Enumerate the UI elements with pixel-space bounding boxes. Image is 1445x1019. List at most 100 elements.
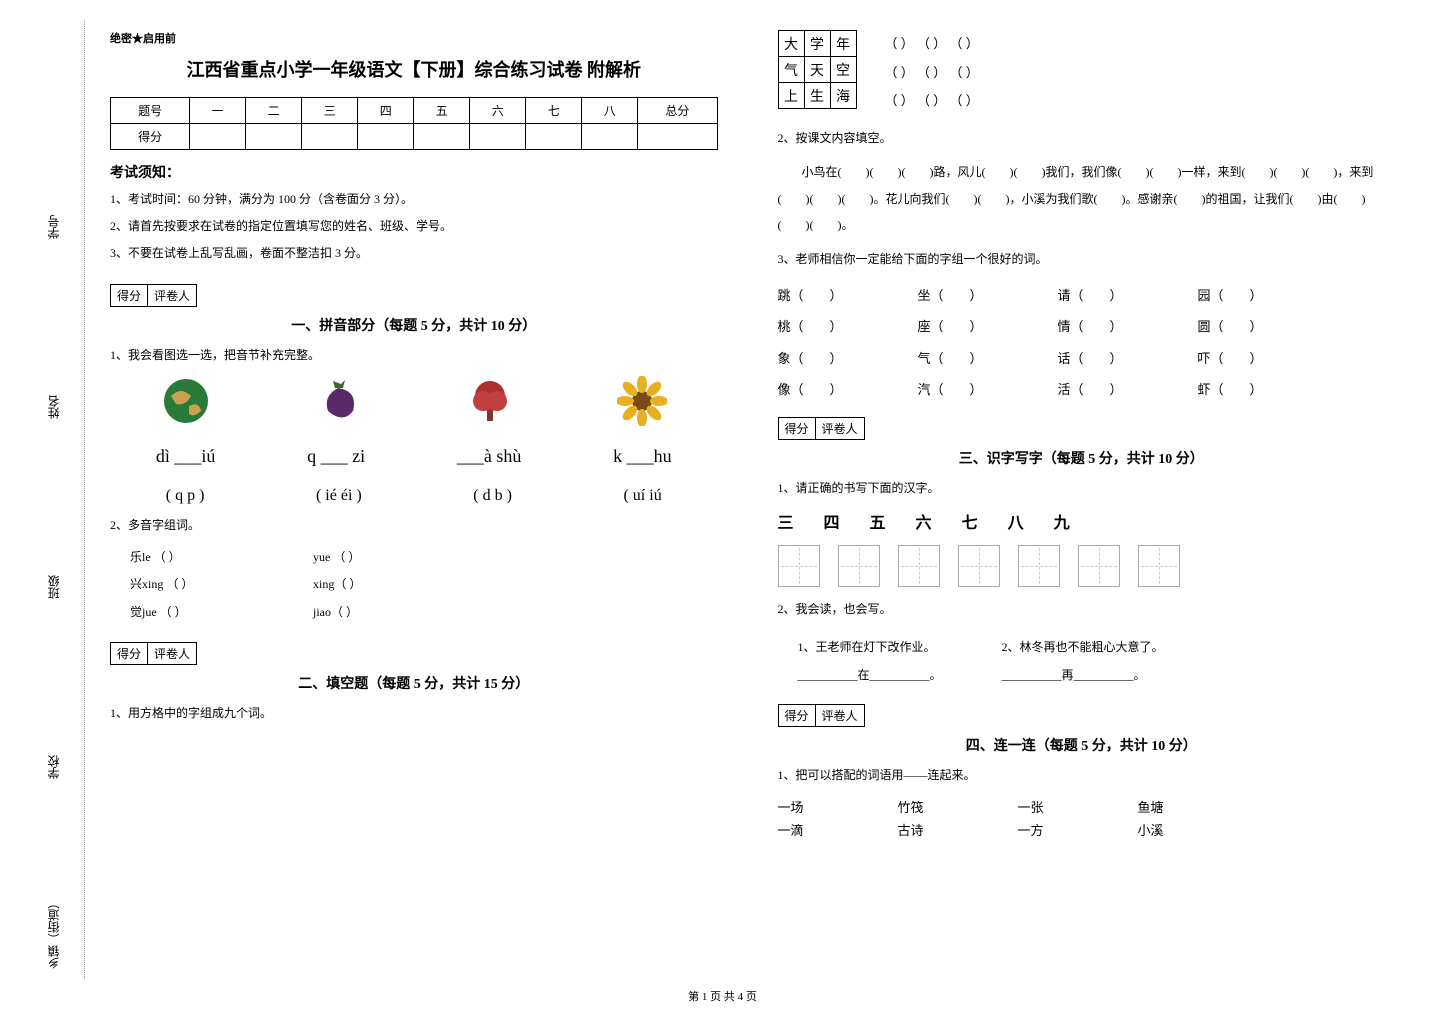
- binding-label-1: 乡镇（街道）: [45, 897, 62, 969]
- score-cell[interactable]: [470, 124, 526, 150]
- th-9: 总分: [638, 98, 717, 124]
- grid-cell: 年: [830, 31, 856, 57]
- binding-margin: 乡镇（街道） 学校 班级 姓名 学号: [45, 20, 85, 979]
- grade-box-1: 得分评卷人: [110, 284, 197, 307]
- pair-cell: 象（ ）: [778, 343, 918, 374]
- notice-item-3: 3、不要在试卷上乱写乱画，卷面不整洁扣 3 分。: [110, 244, 718, 263]
- grade-box-2: 得分评卷人: [110, 642, 197, 665]
- match-cell: 古诗: [898, 820, 958, 839]
- binding-label-5: 学号: [45, 215, 62, 239]
- match-row-2: 一滴 古诗 一方 小溪: [778, 820, 1386, 839]
- score-cell[interactable]: [414, 124, 470, 150]
- score-cell[interactable]: [246, 124, 302, 150]
- exam-title: 江西省重点小学一年级语文【下册】综合练习试卷 附解析: [110, 56, 718, 82]
- th-6: 六: [470, 98, 526, 124]
- multi-2b: xing（ ）: [313, 577, 361, 591]
- match-cell: 一场: [778, 797, 838, 816]
- score-header-row: 题号 一 二 三 四 五 六 七 八 总分: [111, 98, 718, 124]
- write-box[interactable]: [838, 545, 880, 587]
- grid-cell: 大: [778, 31, 804, 57]
- multi-3b: jiao（ ）: [313, 605, 358, 619]
- th-2: 二: [246, 98, 302, 124]
- grade-reviewer-3: 评卷人: [816, 418, 864, 439]
- pair-cell: 活（ ）: [1058, 374, 1198, 405]
- multi-1a: 乐le （ ）: [130, 547, 310, 569]
- tree-icon: [465, 376, 515, 426]
- eggplant-icon: [313, 376, 363, 426]
- multi-1b: yue （ ）: [313, 550, 360, 564]
- write-box[interactable]: [898, 545, 940, 587]
- blanks-row-1: （ ） （ ） （ ）: [885, 30, 1386, 59]
- grid-cell: 上: [778, 83, 804, 109]
- num-char: 六: [916, 509, 932, 533]
- section-3-title: 三、识字写字（每题 5 分，共计 10 分）: [778, 448, 1386, 468]
- s3-q2-item-1: 1、王老师在灯下改作业。: [798, 637, 942, 659]
- match-cell: 竹筏: [898, 797, 958, 816]
- notice-item-2: 2、请首先按要求在试卷的指定位置填写您的姓名、班级、学号。: [110, 217, 718, 236]
- write-box[interactable]: [778, 545, 820, 587]
- section-1-title: 一、拼音部分（每题 5 分，共计 10 分）: [110, 315, 718, 335]
- pinyin-text-4: k ___hu: [613, 446, 672, 467]
- grade-box-3: 得分评卷人: [778, 417, 865, 440]
- earth-icon: [161, 376, 211, 426]
- score-cell[interactable]: [582, 124, 638, 150]
- char-grid: 大学年 气天空 上生海: [778, 30, 857, 109]
- score-cell[interactable]: [302, 124, 358, 150]
- score-cell[interactable]: [526, 124, 582, 150]
- pair-cell: 话（ ）: [1058, 343, 1198, 374]
- num-char: 九: [1054, 509, 1070, 533]
- match-row-1: 一场 竹筏 一张 鱼塘: [778, 797, 1386, 816]
- grade-score: 得分: [111, 285, 148, 306]
- grade-reviewer-4: 评卷人: [816, 705, 864, 726]
- s2-q3: 3、老师相信你一定能给下面的字组一个很好的词。: [778, 249, 1386, 271]
- pair-cell: 汽（ ）: [918, 374, 1058, 405]
- binding-label-4: 姓名: [45, 395, 62, 419]
- pinyin-opts-2: ( ié éi ): [316, 487, 362, 505]
- s2-q2-text: 小鸟在( )( )( )路，风儿( )( )我们，我们像( )( )一样，来到(…: [778, 159, 1386, 238]
- score-cell[interactable]: [190, 124, 246, 150]
- pinyin-opts-3: ( d b ): [473, 487, 512, 505]
- pair-cell: 桃（ ）: [778, 311, 918, 342]
- match-cell: 一方: [1018, 820, 1078, 839]
- pinyin-opts-1: ( q p ): [166, 487, 205, 505]
- write-box[interactable]: [1138, 545, 1180, 587]
- grade-box-4: 得分评卷人: [778, 704, 865, 727]
- th-4: 四: [358, 98, 414, 124]
- notice-item-1: 1、考试时间：60 分钟，满分为 100 分（含卷面分 3 分）。: [110, 190, 718, 209]
- char-grid-block: 大学年 气天空 上生海 （ ） （ ） （ ） （ ） （ ） （ ） （ ） …: [778, 30, 1386, 116]
- pair-cell: 座（ ）: [918, 311, 1058, 342]
- grade-score-3: 得分: [779, 418, 816, 439]
- pair-cell: 吓（ ）: [1198, 343, 1338, 374]
- multi-row-2: 兴xing （ ） xing（ ）: [130, 574, 718, 596]
- grid-cell: 气: [778, 57, 804, 83]
- grade-reviewer: 评卷人: [148, 285, 196, 306]
- num-char: 七: [962, 509, 978, 533]
- pair-cell: 像（ ）: [778, 374, 918, 405]
- multi-row-1: 乐le （ ） yue （ ）: [130, 547, 718, 569]
- blanks-row-2: （ ） （ ） （ ）: [885, 59, 1386, 88]
- write-box[interactable]: [1078, 545, 1120, 587]
- pair-cell: 圆（ ）: [1198, 311, 1338, 342]
- th-5: 五: [414, 98, 470, 124]
- pair-row-1: 跳（ ）坐（ ）请（ ）园（ ）: [778, 280, 1386, 311]
- s3-q2-fill-1: __________在__________。: [798, 665, 942, 687]
- section-2-title: 二、填空题（每题 5 分，共计 15 分）: [110, 673, 718, 693]
- s2-q1: 1、用方格中的字组成九个词。: [110, 703, 718, 725]
- write-box[interactable]: [958, 545, 1000, 587]
- write-box[interactable]: [1018, 545, 1060, 587]
- pinyin-item-2: [313, 376, 363, 436]
- pinyin-item-3: [465, 376, 515, 436]
- grade-score-4: 得分: [779, 705, 816, 726]
- th-8: 八: [582, 98, 638, 124]
- th-0: 题号: [111, 98, 190, 124]
- page-footer: 第 1 页 共 4 页: [0, 988, 1445, 1004]
- th-7: 七: [526, 98, 582, 124]
- th-1: 一: [190, 98, 246, 124]
- score-cell[interactable]: [358, 124, 414, 150]
- score-cell[interactable]: [638, 124, 717, 150]
- multi-row-3: 觉jue （ ） jiao（ ）: [130, 602, 718, 624]
- pair-cell: 气（ ）: [918, 343, 1058, 374]
- grid-cell: 生: [804, 83, 830, 109]
- grid-blanks: （ ） （ ） （ ） （ ） （ ） （ ） （ ） （ ） （ ）: [885, 30, 1386, 116]
- pair-cell: 请（ ）: [1058, 280, 1198, 311]
